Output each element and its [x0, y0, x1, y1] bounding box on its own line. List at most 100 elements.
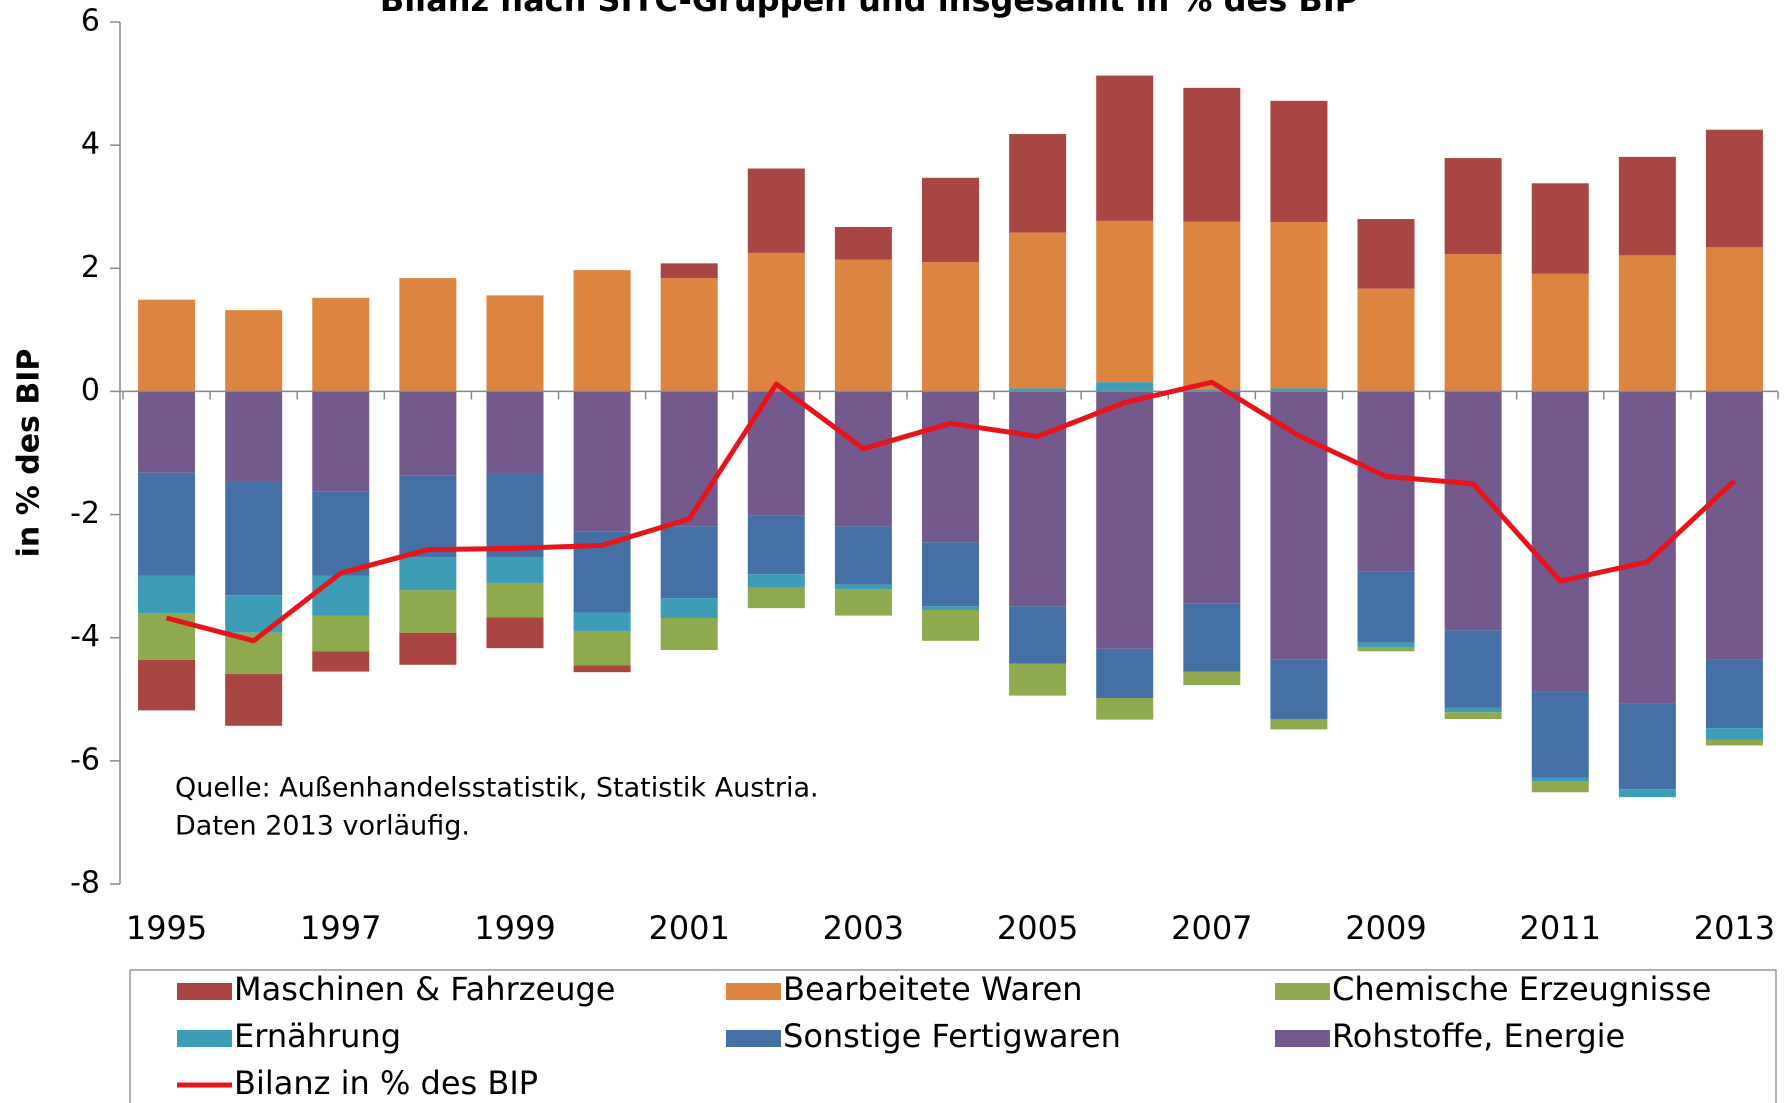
y-tick-label: 6 — [81, 4, 100, 39]
bar-segment — [399, 632, 457, 665]
bar-segment — [225, 391, 283, 482]
bar-segment — [1357, 642, 1415, 647]
bar-segment — [834, 589, 892, 616]
bar-segment — [1009, 663, 1067, 696]
bar-segment — [1618, 789, 1676, 798]
bar-segment — [1183, 391, 1241, 604]
bar-segment — [1357, 646, 1415, 652]
bar-segment — [312, 297, 370, 392]
bar-segment — [225, 310, 283, 392]
bar-segment — [1531, 781, 1589, 793]
bar-segment — [1183, 603, 1241, 672]
bar-segment — [1357, 219, 1415, 289]
bar-segment — [834, 391, 892, 527]
bar-segment — [1618, 255, 1676, 392]
legend-swatch — [726, 1030, 781, 1047]
bar-segment — [834, 526, 892, 585]
bar-segment — [1357, 571, 1415, 643]
bar-segment — [1705, 391, 1763, 660]
bar-segment — [1096, 220, 1154, 383]
y-tick-label: -8 — [70, 866, 100, 901]
legend-swatch — [1275, 983, 1330, 1000]
bar-segment — [1531, 691, 1589, 778]
legend-label: Ernährung — [234, 1017, 401, 1055]
bar-segment — [1270, 222, 1328, 389]
bar-segment — [660, 526, 718, 599]
bar-segment — [399, 278, 457, 392]
bar-segment — [922, 542, 979, 607]
bar-segment — [1531, 777, 1589, 782]
legend-label: Bearbeitete Waren — [783, 970, 1083, 1008]
chart-title: Bilanz nach SITC-Gruppen und insgesamt i… — [380, 0, 1358, 19]
legend-label: Rohstoffe, Energie — [1332, 1017, 1625, 1055]
bar-segment — [486, 557, 544, 583]
bar-segment — [1009, 388, 1067, 392]
bar-segment — [1096, 648, 1154, 699]
y-tick-label: 4 — [81, 127, 100, 162]
bar-segment — [1531, 391, 1589, 692]
bar-segment — [1618, 703, 1676, 790]
bar-segment — [1270, 388, 1328, 392]
bar-segment — [399, 475, 457, 558]
bar-segment — [1009, 232, 1067, 389]
x-tick-label: 1997 — [300, 909, 381, 947]
x-tick-label: 1995 — [126, 909, 207, 947]
bar-segment — [486, 295, 544, 392]
bar-segment — [1705, 659, 1763, 729]
bar-segment — [1096, 382, 1154, 392]
y-tick-label: -6 — [70, 742, 100, 777]
x-tick-label: 2013 — [1694, 909, 1775, 947]
legend-swatch — [177, 1030, 232, 1047]
bar-segment — [660, 278, 718, 392]
bar-segment — [1009, 606, 1067, 664]
bar-segment — [138, 391, 196, 473]
bar-segment — [1096, 698, 1154, 720]
bar-segment — [225, 481, 283, 596]
bar-segment — [747, 515, 805, 575]
bar-segment — [922, 262, 979, 392]
bar-segment — [1444, 391, 1502, 631]
bar-segment — [138, 299, 196, 392]
bar-segment — [1705, 728, 1763, 740]
bar-segment — [1183, 221, 1241, 390]
legend-swatch — [177, 983, 232, 1000]
bar-segment — [1444, 158, 1502, 255]
bar-segment — [486, 617, 544, 649]
bar-segment — [1270, 100, 1328, 223]
legend-box — [129, 969, 1777, 1103]
y-tick-label: -2 — [70, 496, 100, 531]
y-tick-label: 0 — [81, 373, 100, 408]
bar-segment — [1357, 391, 1415, 572]
y-axis-label: in % des BIP — [12, 349, 47, 558]
legend-swatch — [1275, 1030, 1330, 1047]
x-tick-label: 2011 — [1520, 909, 1601, 947]
bar-segment — [573, 391, 631, 532]
legend-label: Maschinen & Fahrzeuge — [234, 970, 615, 1008]
bar-segment — [138, 575, 196, 614]
bar-segment — [138, 659, 196, 711]
bar-segment — [922, 177, 979, 263]
bar-segment — [660, 391, 718, 527]
bar-segment — [573, 612, 631, 631]
bar-segment — [747, 252, 805, 392]
legend-swatch — [726, 983, 781, 1000]
x-tick-label: 2003 — [823, 909, 904, 947]
x-tick-label: 2001 — [648, 909, 729, 947]
bar-segment — [1183, 671, 1241, 686]
bar-segment — [1270, 391, 1328, 660]
bar-segment — [573, 665, 631, 673]
y-tick-label: -4 — [70, 619, 100, 654]
bar-segment — [660, 618, 718, 651]
bar-segment — [486, 473, 544, 558]
bar-segment — [1270, 659, 1328, 719]
legend-label: Chemische Erzeugnisse — [1332, 970, 1711, 1008]
bar-segment — [1009, 391, 1067, 607]
x-tick-label: 2005 — [997, 909, 1078, 947]
bar-segment — [660, 598, 718, 619]
bar-segment — [1444, 630, 1502, 708]
bar-segment — [573, 630, 631, 666]
bar-segment — [1618, 391, 1676, 704]
bar-segment — [312, 615, 370, 652]
bar-segment — [312, 491, 370, 576]
